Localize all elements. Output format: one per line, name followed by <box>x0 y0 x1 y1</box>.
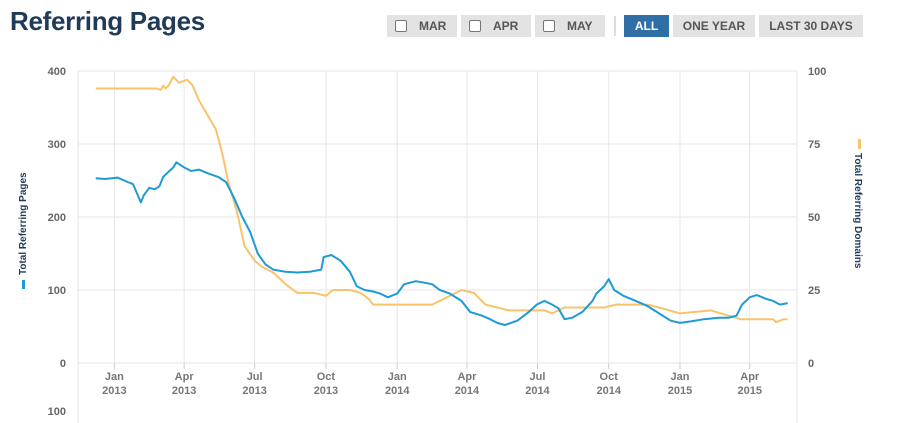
series-total-referring-pages-line <box>95 161 788 326</box>
x-tick-label-year: 2014 <box>596 385 621 397</box>
x-tick-label-month: Jul <box>529 371 545 383</box>
x-tick-label-month: Jul <box>247 371 263 383</box>
legend-swatch-domains <box>858 139 861 149</box>
x-tick-label-year: 2014 <box>385 385 410 397</box>
filter-may-checkbox[interactable]: MAY <box>535 15 605 37</box>
checkbox-icon[interactable] <box>543 20 555 32</box>
checkbox-icon[interactable] <box>469 20 481 32</box>
filter-mar-checkbox[interactable]: MAR <box>387 15 457 37</box>
x-tick-label-year: 2014 <box>455 385 480 397</box>
filter-label: APR <box>493 19 519 33</box>
filter-last-30-days-button[interactable]: LAST 30 DAYS <box>759 15 863 37</box>
y-right-axis-label: Total Referring Domains <box>852 153 863 269</box>
y-right-tick-label: 100 <box>808 66 826 78</box>
y-right-tick-label: 50 <box>808 212 820 224</box>
x-tick-label-month: Jan <box>388 371 407 383</box>
filter-label: MAR <box>419 19 447 33</box>
y-left-tick-label: 400 <box>48 66 66 78</box>
x-tick-label-month: Apr <box>457 371 477 383</box>
filter-all-button[interactable]: ALL <box>624 15 669 37</box>
y-left-tick-label: 200 <box>48 212 66 224</box>
series-total-referring-domains-line <box>95 75 788 324</box>
y-left-tick-label: 300 <box>48 139 66 151</box>
chart-grid <box>77 70 798 423</box>
x-tick-label-month: Apr <box>175 371 195 383</box>
checkbox-icon[interactable] <box>395 20 407 32</box>
y-left-tick-label: 0 <box>60 358 66 370</box>
time-filter-bar: MAR APR MAY ALL ONE YEAR LAST 30 DAYS <box>387 15 867 37</box>
x-tick-label-year: 2013 <box>172 385 196 397</box>
x-tick-label-month: Jan <box>105 371 124 383</box>
x-tick-label-year: 2015 <box>668 385 692 397</box>
y-right-tick-label: 75 <box>808 139 820 151</box>
x-axis-labels: Jan 2013 Apr 2013 Jul 2013 Oct 2013 Jan 2014 Apr 20… <box>102 363 762 397</box>
legend-swatch-pages <box>22 280 25 289</box>
filter-label: MAY <box>567 19 593 33</box>
navigator-tick-label: 100 <box>48 406 66 418</box>
x-tick-label-year: 2013 <box>314 385 338 397</box>
y-left-axis-label: Total Referring Pages <box>18 172 29 275</box>
x-tick-label-month: Oct <box>317 371 336 383</box>
y-left-axis-title: Total Referring Pages <box>18 172 29 289</box>
filter-one-year-button[interactable]: ONE YEAR <box>673 15 755 37</box>
x-tick-label-month: Oct <box>600 371 619 383</box>
left-axis-labels: 0 100 200 300 400 <box>48 66 66 370</box>
x-tick-label-year: 2013 <box>102 385 126 397</box>
filter-apr-checkbox[interactable]: APR <box>461 15 531 37</box>
y-left-tick-label: 100 <box>48 285 66 297</box>
axis-titles: Total Referring Pages Total Referring Dom… <box>18 139 863 289</box>
y-right-axis-title: Total Referring Domains <box>852 139 863 269</box>
page-title: Referring Pages <box>10 6 205 36</box>
x-tick-label-year: 2015 <box>737 385 761 397</box>
chart-series <box>95 75 788 326</box>
y-right-tick-label: 25 <box>808 285 820 297</box>
filter-divider <box>614 16 616 36</box>
y-right-tick-label: 0 <box>808 358 814 370</box>
x-tick-label-year: 2013 <box>242 385 266 397</box>
x-tick-label-month: Jan <box>671 371 690 383</box>
navigator[interactable]: 100 <box>48 406 66 418</box>
x-tick-label-year: 2014 <box>525 385 550 397</box>
right-axis-labels: 0 25 50 75 100 <box>808 66 826 370</box>
x-tick-label-month: Apr <box>740 371 760 383</box>
